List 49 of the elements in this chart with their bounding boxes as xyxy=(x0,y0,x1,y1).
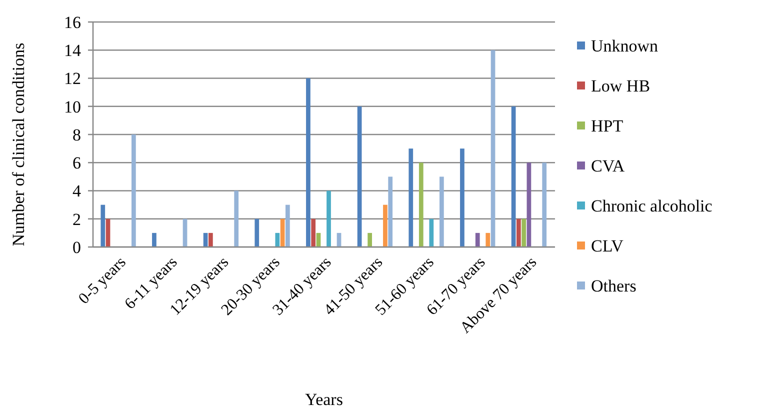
bar xyxy=(429,218,434,247)
y-tick-label: 4 xyxy=(72,182,82,201)
bar xyxy=(275,232,280,247)
bar xyxy=(542,162,547,247)
y-tick-label: 6 xyxy=(72,154,81,173)
bar xyxy=(460,148,464,247)
bar xyxy=(152,232,156,247)
y-tick-label: 8 xyxy=(72,125,81,144)
bar xyxy=(526,162,532,247)
legend-label: Chronic alcoholic xyxy=(591,196,713,216)
y-tick-label: 12 xyxy=(64,69,81,88)
y-axis-title: Number of clinical conditions xyxy=(9,42,28,246)
legend-label: Unknown xyxy=(591,36,659,56)
bar xyxy=(408,148,414,247)
bar xyxy=(234,190,239,247)
bar xyxy=(286,204,290,247)
bar xyxy=(368,232,372,247)
bar xyxy=(490,50,496,247)
bar xyxy=(440,176,444,247)
bar xyxy=(280,218,285,247)
y-tick-label: 0 xyxy=(72,238,81,257)
bar xyxy=(383,204,388,247)
bar xyxy=(254,218,260,247)
bar xyxy=(326,190,331,247)
y-tick-label: 16 xyxy=(64,12,81,32)
bar xyxy=(306,78,310,247)
bar xyxy=(100,204,106,247)
bar xyxy=(182,218,188,247)
x-axis-title: Years xyxy=(305,390,343,409)
bar xyxy=(106,218,110,247)
legend-label: Low HB xyxy=(591,76,650,96)
bar xyxy=(132,134,136,247)
bar xyxy=(475,232,480,247)
bar xyxy=(208,232,213,247)
bar xyxy=(511,106,516,247)
y-tick-label: 10 xyxy=(64,97,81,116)
bar xyxy=(388,176,393,247)
legend-label: CLV xyxy=(591,236,624,256)
legend-label: CVA xyxy=(591,156,626,176)
y-tick-label: 14 xyxy=(64,41,82,60)
bar xyxy=(522,218,526,247)
bar xyxy=(418,162,424,247)
y-tick-label: 2 xyxy=(72,210,81,229)
bar xyxy=(357,106,362,247)
legend-label: Others xyxy=(591,276,636,296)
bar xyxy=(516,218,521,247)
legend-label: HPT xyxy=(591,116,624,136)
bar xyxy=(311,218,316,247)
bar xyxy=(486,232,490,247)
